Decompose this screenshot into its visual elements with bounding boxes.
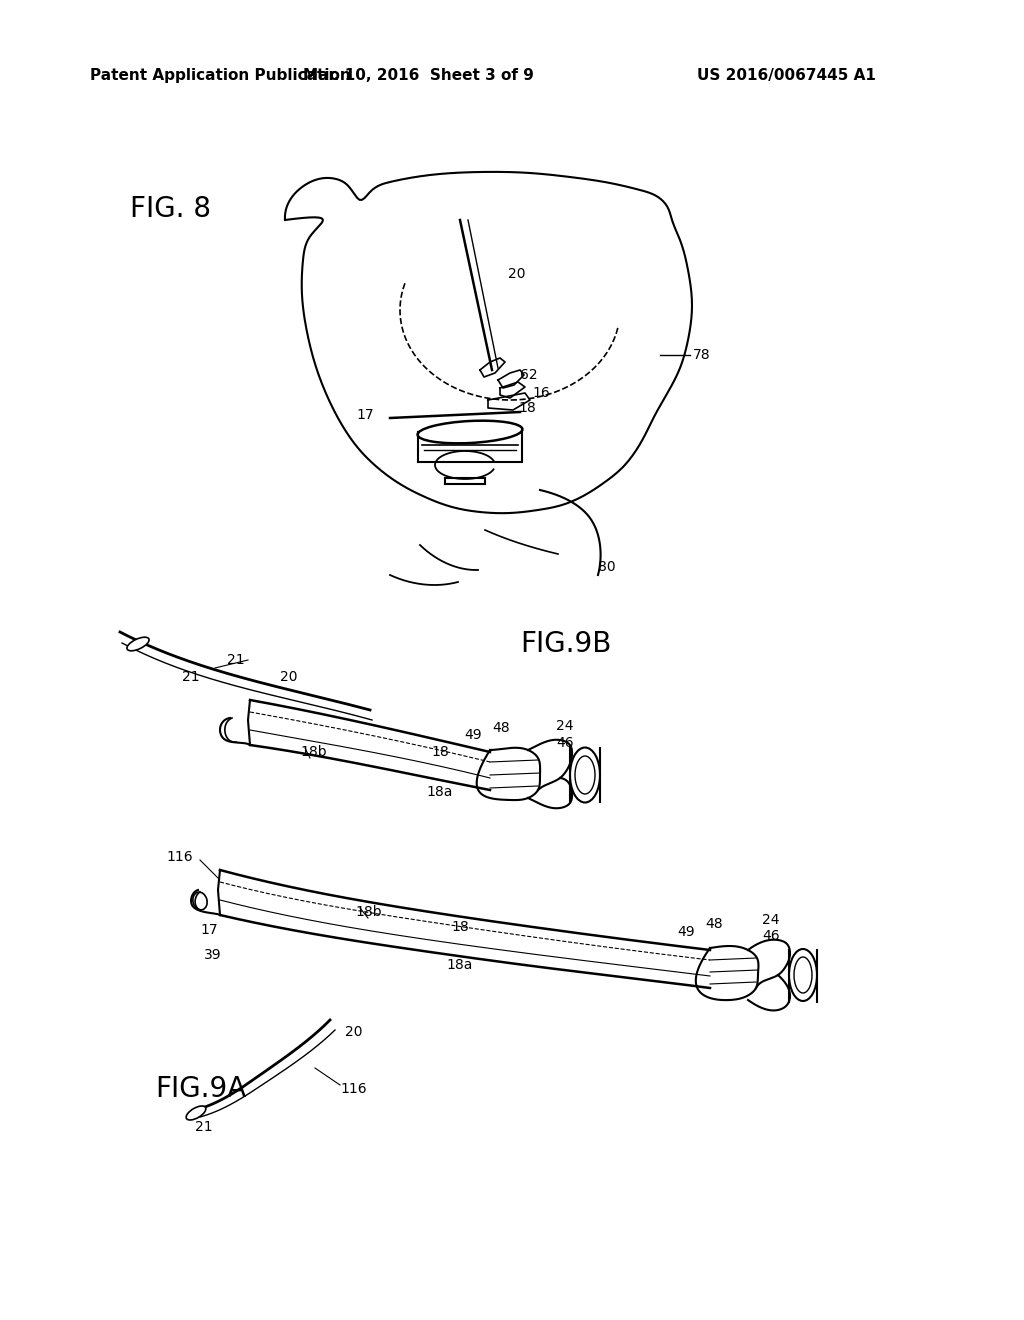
Text: US 2016/0067445 A1: US 2016/0067445 A1 [697,69,876,83]
Text: 24: 24 [556,719,573,733]
Text: 24: 24 [762,913,779,927]
Text: 20: 20 [508,267,525,281]
Text: 16: 16 [532,385,550,400]
Text: 18a: 18a [446,958,473,972]
Text: 18: 18 [452,920,469,935]
Text: 20: 20 [280,671,298,684]
Text: 116: 116 [166,850,193,865]
Text: 49: 49 [677,925,695,939]
Text: 18: 18 [431,744,449,759]
Text: 48: 48 [705,917,723,931]
Text: 18a: 18a [427,785,454,799]
Text: Mar. 10, 2016  Sheet 3 of 9: Mar. 10, 2016 Sheet 3 of 9 [302,69,534,83]
Text: 21: 21 [195,1119,213,1134]
Text: 17: 17 [356,408,374,422]
Text: 17: 17 [201,923,218,937]
Text: 21: 21 [182,671,200,684]
Text: 80: 80 [598,560,615,574]
Text: 62: 62 [520,368,538,381]
Text: FIG.9A: FIG.9A [155,1074,246,1104]
Text: 49: 49 [464,729,482,742]
Text: 20: 20 [345,1026,362,1039]
Text: 46: 46 [762,929,779,942]
Ellipse shape [186,1106,206,1119]
Text: 18b: 18b [300,744,327,759]
Text: 18b: 18b [355,906,382,919]
Text: Patent Application Publication: Patent Application Publication [90,69,351,83]
Text: 21: 21 [227,653,245,667]
Text: 46: 46 [556,737,573,750]
Text: 39: 39 [205,948,222,962]
Text: 18: 18 [518,401,536,414]
Text: FIG.9B: FIG.9B [520,630,611,657]
Text: 116: 116 [340,1082,367,1096]
Ellipse shape [127,638,150,651]
Text: 48: 48 [492,721,510,735]
Text: 78: 78 [693,348,711,362]
Text: FIG. 8: FIG. 8 [130,195,211,223]
